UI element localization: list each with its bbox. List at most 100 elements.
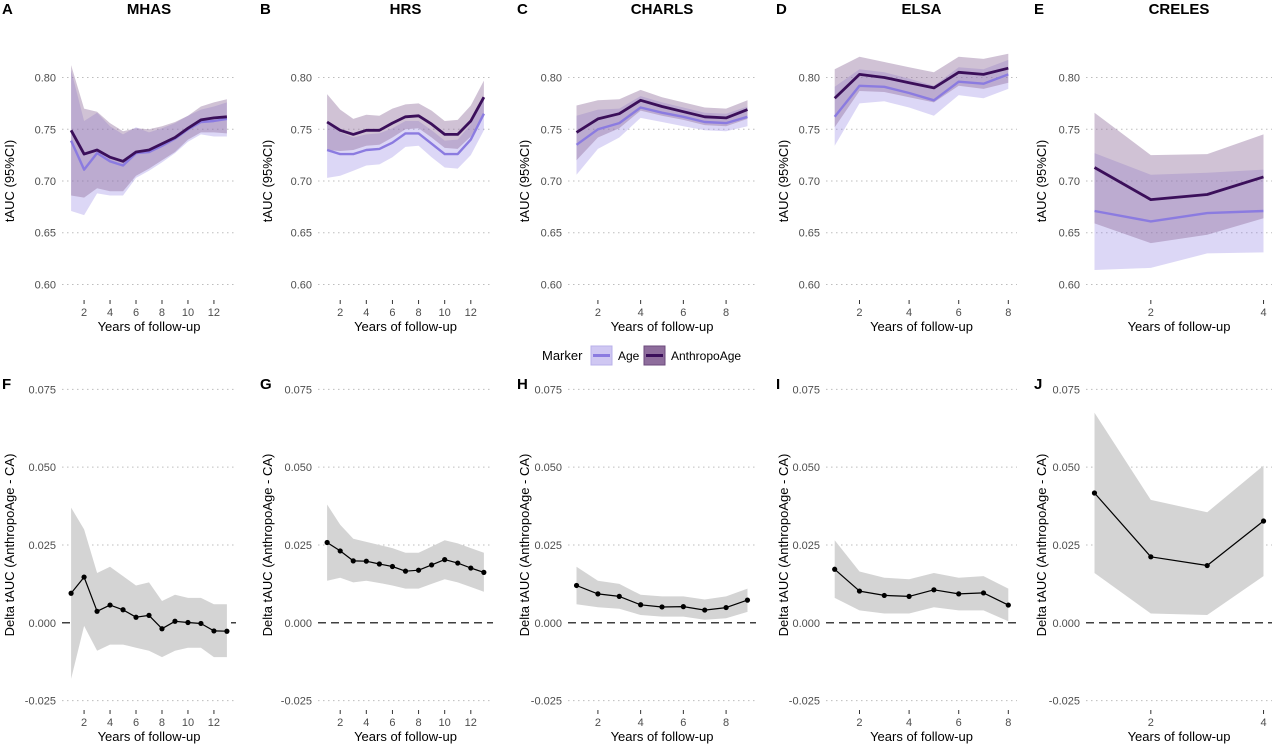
y-tick-label: -0.025 [25,696,56,708]
x-tick-label: 2 [337,307,343,319]
panel-letter: H [517,376,528,393]
x-tick-label: 6 [956,307,962,319]
ci-band-delta [576,566,748,620]
y-axis-title: tAUC (95%CI) [260,140,275,222]
panel-letter: D [776,1,787,18]
data-point [956,591,962,597]
data-point [415,567,422,573]
y-tick-label: 0.75 [291,124,312,136]
data-point [906,593,912,599]
panel-title: MHAS [127,1,171,18]
data-point [1091,490,1098,496]
y-tick-label: 0.050 [284,462,312,474]
x-tick-label: 4 [638,717,644,729]
x-axis-title: Years of follow-up [870,319,973,334]
y-axis-title: Delta tAUC (AnthropoAge - CA) [260,454,275,637]
y-tick-label: 0.050 [28,462,56,474]
y-tick-label: -0.025 [789,696,820,708]
series-line-delta [834,568,1009,606]
ci-band-delta [834,540,1009,622]
y-tick-label: 0.70 [291,176,312,188]
data-point [455,560,461,566]
panel-letter: I [776,376,780,393]
x-axis-title: Years of follow-up [870,729,973,744]
data-point [595,591,601,597]
y-axis-title: tAUC (95%CI) [776,140,791,222]
ci-band-age [71,70,227,216]
panel-d: D ELSA 0.60 0.65 0.70 0.75 0.80 2 4 6 8 Years of fo… [776,1,1017,334]
y-tick-label: 0.75 [1059,124,1080,136]
y-tick-label: 0.80 [35,73,56,85]
data-point [120,607,126,613]
series-line-anthropoage [575,98,749,134]
y-tick-label: 0.025 [792,540,820,552]
y-tick-label: 0.70 [799,176,820,188]
y-tick-label: 0.70 [541,176,562,188]
x-tick-label: 4 [363,717,369,729]
legend: Marker Age AnthropoAge [542,345,741,366]
series-line-age [575,106,748,146]
legend-label-anthropoage: AnthropoAge [671,349,741,363]
y-tick-label: 0.75 [799,124,820,136]
panel-letter: C [517,1,528,18]
y-tick-label: 0.65 [1059,228,1080,240]
x-tick-label: 8 [723,717,729,729]
y-tick-label: 0.80 [799,73,820,85]
data-point [81,574,87,580]
x-tick-label: 2 [1148,717,1154,729]
ci-band-anthropoage [71,65,227,198]
y-axis-title: tAUC (95%CI) [517,140,532,222]
y-tick-label: 0.75 [35,124,56,136]
x-tick-label: 8 [723,307,729,319]
data-point [146,612,152,618]
data-point [1148,554,1154,560]
x-tick-label: 12 [208,307,220,319]
x-axis-title: Years of follow-up [98,729,201,744]
data-point [185,619,191,626]
panel-title: CRELES [1149,1,1210,18]
y-tick-label: 0.65 [291,228,312,240]
x-tick-label: 12 [465,307,477,319]
x-tick-label: 12 [465,717,477,729]
data-point [468,565,474,571]
series-line-anthropoage [326,96,486,136]
y-tick-label: 0.000 [1052,618,1080,630]
x-tick-label: 2 [856,307,862,319]
y-tick-label: 0.60 [35,279,56,291]
data-point [350,558,356,564]
x-axis-title: Years of follow-up [611,319,714,334]
series-line-anthropoage [1093,166,1264,202]
x-tick-label: 4 [906,717,912,729]
panel-a: A MHAS 0.60 0.65 0.70 0.75 0.80 2 4 6 8 10 12 Years o… [2,1,236,334]
y-tick-label: 0.050 [1052,462,1080,474]
y-tick-label: 0.80 [541,73,562,85]
y-tick-label: 0.000 [28,618,56,630]
ci-band-anthropoage [576,89,748,161]
panel-letter: A [2,1,13,18]
panel-j: J -0.025 0.000 0.025 0.050 0.075 2 4 Years of fo… [1034,376,1272,744]
x-tick-label: 2 [337,717,343,729]
x-tick-label: 4 [638,307,644,319]
y-tick-label: 0.050 [534,462,562,474]
y-axis-title: Delta tAUC (AnthropoAge - CA) [517,454,532,637]
x-tick-label: 2 [1148,307,1154,319]
ci-band-delta [71,507,227,679]
y-tick-label: 0.025 [28,540,56,552]
x-axis-title: Years of follow-up [354,319,457,334]
panel-c: C CHARLS 0.60 0.65 0.70 0.75 0.80 2 4 6 8 Years of … [517,1,756,334]
x-tick-label: 8 [159,307,165,319]
x-tick-label: 6 [133,307,139,319]
data-point [68,590,74,596]
x-tick-label: 8 [415,717,421,729]
x-tick-label: 10 [439,307,451,319]
y-tick-label: 0.80 [291,73,312,85]
x-tick-label: 4 [363,307,369,319]
panel-title: CHARLS [631,1,694,18]
data-point [702,607,708,613]
y-tick-label: -0.025 [281,696,312,708]
ci-band-delta [327,504,484,592]
data-point [159,626,165,632]
series-line-anthropoage [69,115,228,163]
x-tick-label: 10 [439,717,451,729]
data-point [856,588,863,594]
